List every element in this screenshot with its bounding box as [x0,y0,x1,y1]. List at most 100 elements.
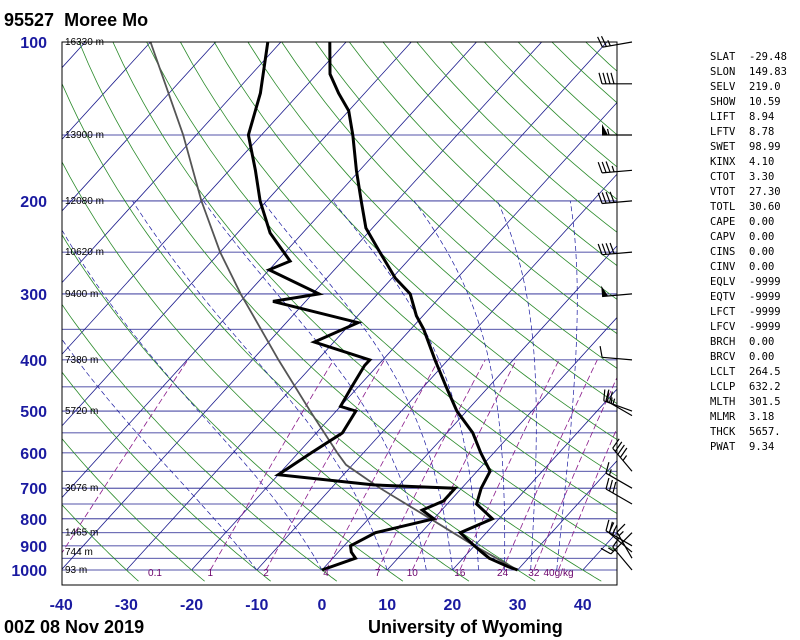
wind-barb-flag [605,462,610,474]
isotherm-line [256,173,617,571]
observation-time: 00Z 08 Nov 2019 [4,617,145,637]
dry-adiabat-line [382,42,617,267]
temperature-tick-label: 10 [378,597,396,614]
wind-barb-staff [602,200,633,205]
index-name: CINV [710,261,736,273]
mixing-ratio-line [377,359,486,571]
wind-barb [608,522,633,553]
height-label: 12080 m [65,196,104,207]
dry-adiabat-line [112,42,617,553]
wind-barb-staff [605,400,633,417]
index-name: EQLV [710,276,736,288]
index-value: 3.18 [749,411,775,423]
index-name: LFTV [710,126,736,138]
moist-adiabat-line [62,338,258,571]
wind-barb-flag [608,522,615,534]
mixing-ratio-line [209,359,334,571]
height-label: 1465 m [65,528,98,539]
index-name: SLON [710,66,736,78]
index-name: MLMR [710,411,736,423]
wind-barb-flag [600,35,607,47]
index-name: THCK [710,426,736,438]
wind-barb-flag [598,72,603,84]
index-value: 0.00 [749,261,775,273]
wind-barb-flag [601,243,607,255]
index-value: 0.00 [749,246,775,258]
wind-barb [597,35,633,48]
mixing-ratio-line [558,427,617,571]
temperature-profile-line [328,42,519,572]
index-value: 4.10 [749,156,775,168]
wind-barb [597,161,633,174]
wind-barb-flag [609,242,615,254]
wind-barb-staff [612,546,633,571]
wind-barb-flag [600,547,612,555]
wind-barb-staff [605,488,633,505]
mixing-ratio-line [325,359,439,571]
wind-barb-flag [605,389,610,401]
pressure-tick-label: 500 [20,404,47,421]
isotherm-line [62,42,151,140]
temperature-tick-label: -40 [50,597,73,614]
moist-adiabat-line [496,200,537,571]
dry-adiabat-line [62,438,205,582]
height-label: 9400 m [65,289,98,300]
height-label: 744 m [65,547,93,558]
index-name: EQTV [710,291,736,303]
wind-barb-flag [605,191,611,204]
wind-barb [605,477,633,505]
mixing-ratio-line [502,359,598,571]
wind-barb-half-flag [622,455,628,461]
index-row: TOTL 30.60 [710,200,787,215]
index-value: -9999 [749,276,781,288]
temperature-tick-label: 40 [574,597,592,614]
wind-barb-flag [599,345,603,358]
wind-barb-staff [602,41,633,48]
index-value: 27.30 [749,186,781,198]
pressure-tick-label: 600 [20,446,47,463]
wind-barb [612,438,633,472]
wind-barb [599,345,633,361]
index-value: 301.5 [749,396,781,408]
index-value: 0.00 [749,336,775,348]
isotherm-line [191,101,617,571]
isotherm-line [452,388,617,571]
pressure-tick-label: 900 [20,539,47,556]
wind-barb-staff [612,447,633,472]
dry-adiabat-line [62,504,139,582]
index-value: 5657. [749,426,781,438]
temperature-tick-label: 20 [444,597,462,614]
wind-barb-staff [608,532,633,553]
pressure-tick-label: 200 [20,194,47,211]
moist-adiabat-line [262,200,453,571]
index-name: PWAT [710,441,736,453]
index-name: SWET [710,141,736,153]
wind-barb-flag [601,192,607,204]
wind-barb-half-flag [607,547,614,552]
isotherm-line [62,42,282,284]
height-label: 16330 m [65,37,104,48]
wind-barb-half-flag [611,165,615,173]
isotherm-line [386,316,617,571]
dry-adiabat-line [281,42,617,369]
pressure-tick-label: 100 [20,35,47,52]
dry-adiabat-line [62,161,470,582]
isotherm-line [517,460,617,571]
index-row: THCK 5657. [710,425,787,440]
index-value: -9999 [749,321,781,333]
index-value: 8.78 [749,126,775,138]
index-value: 0.00 [749,231,775,243]
dry-adiabat-line [315,42,617,335]
mixing-ratio-label: 2 [263,568,269,579]
index-name: LFCT [710,306,736,318]
height-label: 93 m [65,565,87,576]
wind-barb-staff [602,356,633,361]
dry-adiabat-line [180,42,617,477]
isotherm-line [62,42,542,570]
moist-adiabat-line [413,200,506,570]
index-row: KINX 4.10 [710,155,787,170]
dry-adiabat-line [146,42,617,514]
wind-barb-flag [597,243,603,255]
index-row: MLTH 301.5 [710,395,787,410]
